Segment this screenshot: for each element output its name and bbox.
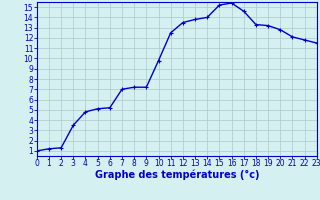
X-axis label: Graphe des températures (°c): Graphe des températures (°c) <box>94 170 259 180</box>
